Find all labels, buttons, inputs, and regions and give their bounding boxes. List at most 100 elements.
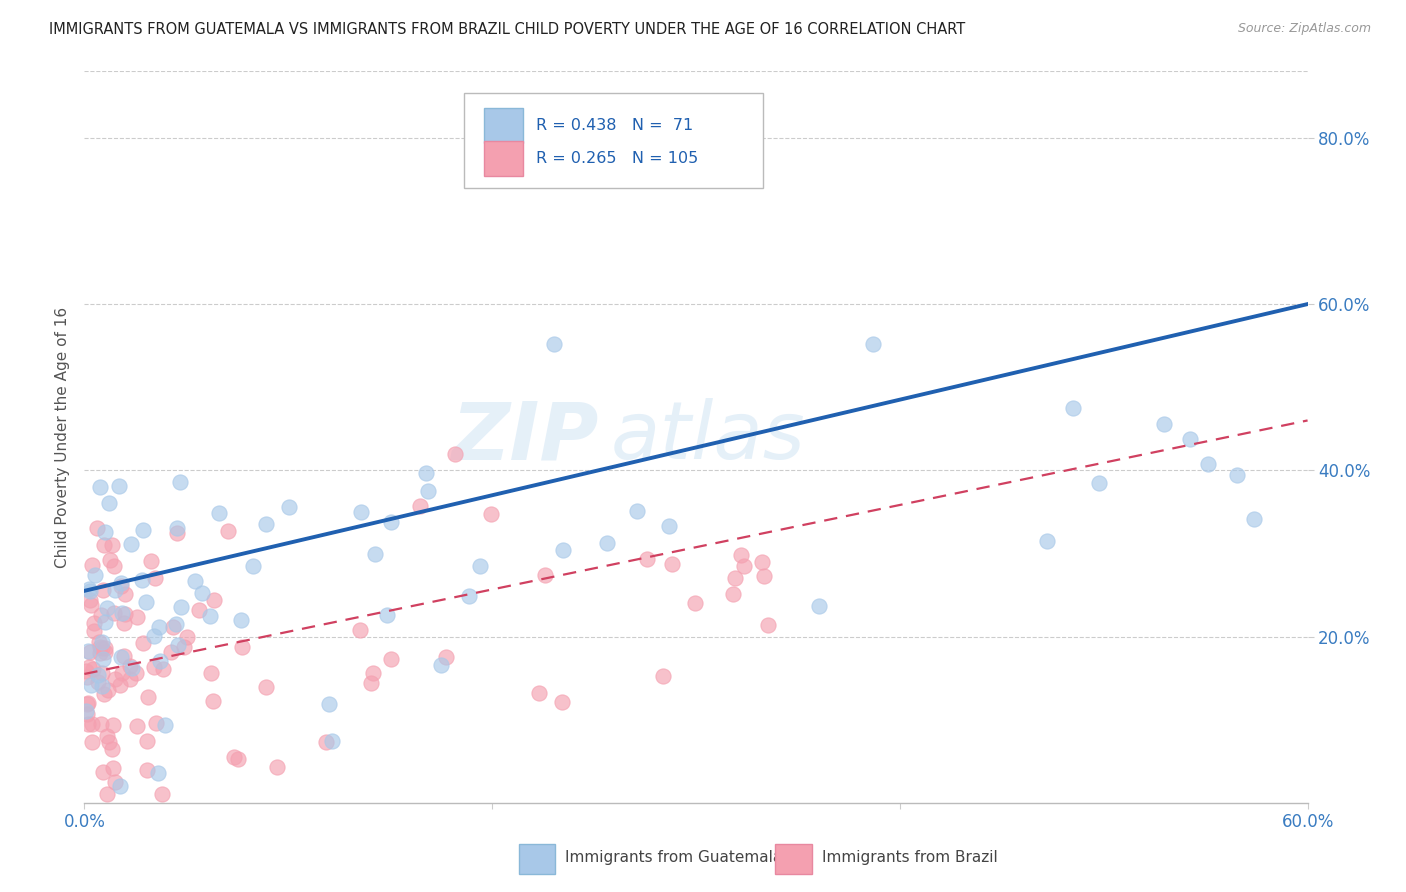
Point <box>139 554 162 568</box>
Point <box>82 662 104 676</box>
FancyBboxPatch shape <box>776 845 813 874</box>
Point <box>361 665 384 680</box>
Point <box>534 568 557 582</box>
Point <box>1226 467 1249 482</box>
Point <box>101 741 124 756</box>
Point <box>162 620 184 634</box>
Point <box>94 525 117 540</box>
Point <box>114 587 136 601</box>
Point <box>321 734 343 748</box>
Point <box>153 717 176 731</box>
Point <box>86 521 108 535</box>
Point <box>166 526 188 541</box>
Point <box>104 582 127 597</box>
Point <box>94 615 117 629</box>
Point <box>207 506 229 520</box>
Point <box>77 582 100 596</box>
Point <box>751 554 773 568</box>
Point <box>110 650 132 665</box>
Point <box>468 558 491 573</box>
Point <box>256 517 278 532</box>
Point <box>98 734 121 748</box>
Y-axis label: Child Poverty Under the Age of 16: Child Poverty Under the Age of 16 <box>55 307 70 567</box>
Text: atlas: atlas <box>610 398 806 476</box>
Point <box>75 664 97 678</box>
Point <box>266 760 288 774</box>
Point <box>553 543 575 558</box>
Point <box>80 735 103 749</box>
Point <box>79 593 101 607</box>
Point <box>724 571 747 585</box>
Point <box>138 690 160 704</box>
Point <box>76 671 98 685</box>
Point <box>1035 534 1057 549</box>
Point <box>176 631 198 645</box>
Point <box>125 609 148 624</box>
Text: Source: ZipAtlas.com: Source: ZipAtlas.com <box>1237 22 1371 36</box>
FancyBboxPatch shape <box>484 141 523 176</box>
Point <box>104 672 127 686</box>
Point <box>318 697 340 711</box>
Point <box>125 665 148 680</box>
Point <box>89 640 111 654</box>
Point <box>364 547 387 561</box>
Point <box>89 480 111 494</box>
Point <box>380 652 402 666</box>
Point <box>169 475 191 489</box>
Point <box>112 616 135 631</box>
Point <box>93 652 115 666</box>
Point <box>101 717 124 731</box>
Point <box>165 616 187 631</box>
Point <box>143 660 166 674</box>
Point <box>527 686 550 700</box>
Point <box>76 697 98 711</box>
Point <box>83 624 105 638</box>
Point <box>111 606 134 620</box>
Point <box>224 749 246 764</box>
Point <box>96 601 118 615</box>
Point <box>377 608 399 623</box>
Point <box>658 519 681 533</box>
Point <box>83 615 105 630</box>
Point <box>1153 417 1175 431</box>
FancyBboxPatch shape <box>484 108 523 143</box>
Point <box>254 680 277 694</box>
Point <box>91 583 114 598</box>
Point <box>110 580 132 594</box>
Point <box>135 763 157 777</box>
Point <box>79 583 101 598</box>
Point <box>131 574 153 588</box>
Point <box>756 618 779 632</box>
Point <box>198 608 221 623</box>
Point <box>173 640 195 655</box>
Point <box>125 719 148 733</box>
Point <box>159 645 181 659</box>
Point <box>120 536 142 550</box>
Text: R = 0.265   N = 105: R = 0.265 N = 105 <box>536 151 697 166</box>
Point <box>80 678 103 692</box>
Point <box>132 523 155 537</box>
Point <box>83 567 105 582</box>
Point <box>90 635 112 649</box>
Point <box>80 598 103 612</box>
Text: IMMIGRANTS FROM GUATEMALA VS IMMIGRANTS FROM BRAZIL CHILD POVERTY UNDER THE AGE : IMMIGRANTS FROM GUATEMALA VS IMMIGRANTS … <box>49 22 966 37</box>
Point <box>231 613 253 627</box>
Point <box>754 568 776 582</box>
Point <box>82 558 104 572</box>
Point <box>97 682 120 697</box>
Point <box>551 695 574 709</box>
Point <box>626 504 648 518</box>
Point <box>145 716 167 731</box>
FancyBboxPatch shape <box>519 845 555 874</box>
Point <box>723 587 745 601</box>
Point <box>94 645 117 659</box>
Point <box>93 764 115 779</box>
Point <box>808 599 831 613</box>
Point <box>90 679 112 693</box>
Point <box>430 657 453 672</box>
Point <box>444 447 467 461</box>
Point <box>730 548 752 562</box>
Point <box>201 694 224 708</box>
Point <box>76 707 98 722</box>
Point <box>170 600 193 615</box>
